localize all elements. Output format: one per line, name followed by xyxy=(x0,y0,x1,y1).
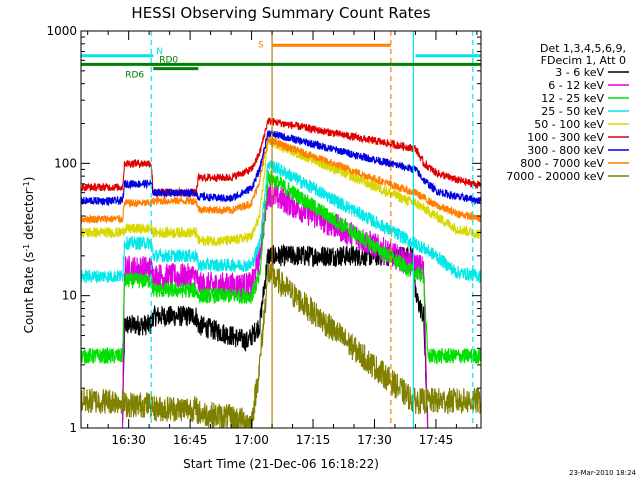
flag-label-n: N xyxy=(156,47,163,57)
x-tick-label: 17:45 xyxy=(419,433,454,447)
series-group xyxy=(81,117,481,428)
legend-label: 7000 - 20000 keV xyxy=(506,170,604,183)
series-line-100-300-kev xyxy=(81,117,481,199)
legend-label: 50 - 100 keV xyxy=(534,118,604,131)
y-tick-label: 1 xyxy=(69,421,77,435)
series-line-3-6-kev xyxy=(121,243,429,428)
legend-label: 3 - 6 keV xyxy=(555,66,604,79)
x-tick-label: 17:15 xyxy=(296,433,331,447)
x-tick-label: 16:30 xyxy=(111,433,146,447)
legend-label: 12 - 25 keV xyxy=(541,92,604,105)
flag-label-s: S xyxy=(258,40,264,50)
series-line-800-7000-kev xyxy=(81,136,481,225)
series-line-7000-20000-kev xyxy=(81,262,481,428)
flag-label-rd6: RD6 xyxy=(125,71,144,81)
plot-frame xyxy=(80,30,482,429)
flag-label-rd0: RD0 xyxy=(159,55,178,65)
y-tick-label: 100 xyxy=(54,156,77,170)
y-axis-label-sup1: -1 xyxy=(22,244,31,252)
legend-label: 6 - 12 keV xyxy=(548,79,604,92)
series-line-6-12-kev xyxy=(121,182,429,428)
x-tick-label: 17:30 xyxy=(357,433,392,447)
y-axis-label-sup2: -1 xyxy=(22,181,31,189)
series-line-12-25-kev xyxy=(81,169,481,365)
x-tick-label: 17:00 xyxy=(234,433,269,447)
legend-label: 300 - 800 keV xyxy=(527,144,604,157)
series-line-300-800-kev xyxy=(81,128,481,207)
x-tick-label: 16:45 xyxy=(173,433,208,447)
date-stamp: 23-Mar-2010 18:24 xyxy=(569,469,636,477)
y-axis-label-main: Count Rate (s xyxy=(22,252,36,334)
legend: Det 1,3,4,5,6,9,FDecim 1, Att 03 - 6 keV… xyxy=(506,42,629,183)
legend-label: 25 - 50 keV xyxy=(541,105,604,118)
legend-label: 800 - 7000 keV xyxy=(520,157,604,170)
series-line-25-50-kev xyxy=(81,159,481,284)
y-axis-label-end: ) xyxy=(22,177,36,182)
legend-header-line: Det 1,3,4,5,6,9, xyxy=(540,42,626,55)
axes: 16:30 16:45 17:00 17:15 17:30 17:45 1 10 100 1000 xyxy=(46,24,482,447)
x-axis-label: Start Time (21-Dec-06 16:18:22) xyxy=(183,457,379,471)
y-tick-label: 10 xyxy=(62,289,77,303)
y-axis-label: Count Rate (s-1 detector-1) xyxy=(22,177,37,334)
legend-label: 100 - 300 keV xyxy=(527,131,604,144)
y-tick-label: 1000 xyxy=(46,24,77,38)
y-axis-label-mid: detector xyxy=(22,189,36,244)
chart-title: HESSI Observing Summary Count Rates xyxy=(131,4,430,22)
legend-header-line: FDecim 1, Att 0 xyxy=(541,54,626,67)
